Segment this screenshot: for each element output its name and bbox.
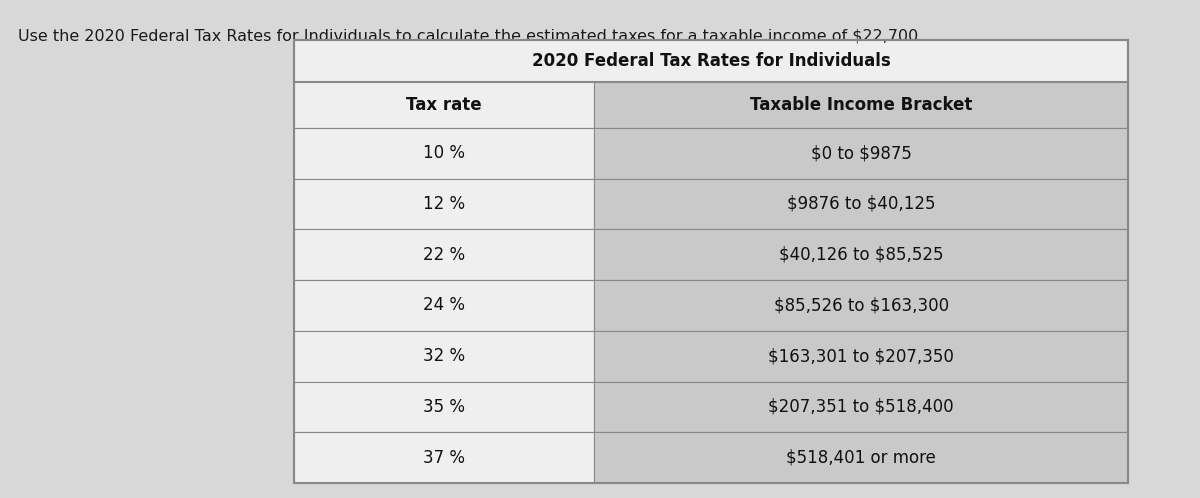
Text: 22 %: 22 % bbox=[424, 246, 466, 264]
Text: 12 %: 12 % bbox=[424, 195, 466, 213]
Text: \$163,301 to \$207,350: \$163,301 to \$207,350 bbox=[768, 347, 954, 365]
Text: 24 %: 24 % bbox=[424, 296, 466, 314]
Bar bbox=[594, 432, 1128, 483]
Bar bbox=[594, 230, 1128, 280]
Bar bbox=[294, 331, 594, 381]
Text: \$40,126 to \$85,525: \$40,126 to \$85,525 bbox=[779, 246, 943, 264]
Text: \$207,351 to \$518,400: \$207,351 to \$518,400 bbox=[768, 398, 954, 416]
Bar bbox=[594, 331, 1128, 381]
Bar bbox=[294, 280, 594, 331]
Text: Taxable Income Bracket: Taxable Income Bracket bbox=[750, 96, 972, 114]
Text: 35 %: 35 % bbox=[424, 398, 466, 416]
Text: \$85,526 to \$163,300: \$85,526 to \$163,300 bbox=[774, 296, 949, 314]
Bar bbox=[294, 432, 594, 483]
Text: \$0 to \$9875: \$0 to \$9875 bbox=[811, 144, 912, 162]
Bar bbox=[294, 230, 594, 280]
Bar bbox=[594, 82, 1128, 128]
Bar bbox=[294, 40, 1128, 82]
Text: Tax rate: Tax rate bbox=[407, 96, 482, 114]
Text: 2020 Federal Tax Rates for Individuals: 2020 Federal Tax Rates for Individuals bbox=[532, 52, 890, 70]
Text: \$518,401 or more: \$518,401 or more bbox=[786, 449, 936, 467]
Bar bbox=[594, 280, 1128, 331]
Bar bbox=[594, 179, 1128, 230]
Bar bbox=[294, 128, 594, 179]
Bar bbox=[594, 128, 1128, 179]
Bar bbox=[594, 381, 1128, 432]
Bar bbox=[294, 82, 594, 128]
Text: Use the 2020 Federal Tax Rates for Individuals to calculate the estimated taxes : Use the 2020 Federal Tax Rates for Indiv… bbox=[18, 28, 923, 43]
Text: 10 %: 10 % bbox=[424, 144, 466, 162]
Text: 32 %: 32 % bbox=[424, 347, 466, 365]
Bar bbox=[294, 381, 594, 432]
Text: \$9876 to \$40,125: \$9876 to \$40,125 bbox=[787, 195, 935, 213]
Text: 37 %: 37 % bbox=[424, 449, 466, 467]
Bar bbox=[294, 179, 594, 230]
Bar bbox=[294, 40, 1128, 483]
